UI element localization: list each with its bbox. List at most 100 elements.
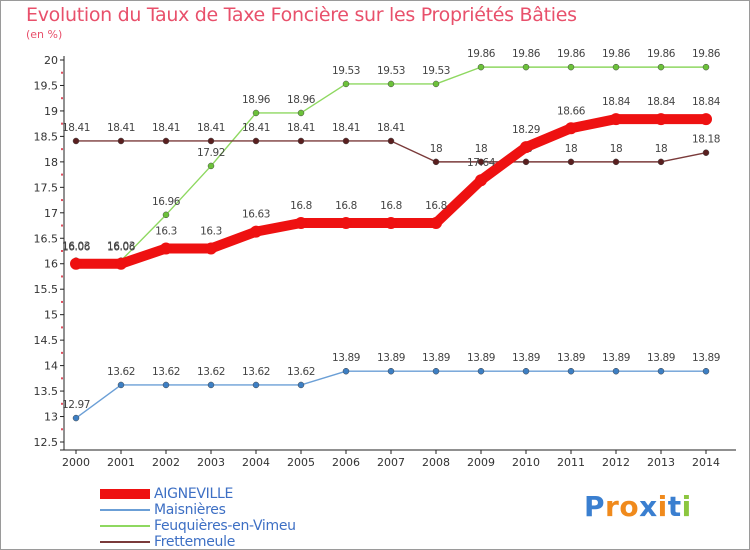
y-minor-tick — [61, 275, 63, 278]
data-label-maisnieres: 13.89 — [647, 352, 675, 364]
x-tick-label: 2003 — [197, 456, 225, 469]
legend-swatch-frettemeule — [100, 541, 150, 543]
data-label-frettemeule: 18 — [655, 143, 668, 155]
y-tick-label: 18.5 — [34, 130, 59, 143]
x-tick-label: 2012 — [602, 456, 630, 469]
y-tick-label: 16.5 — [34, 232, 59, 245]
y-minor-tick — [61, 351, 63, 354]
data-label-feuquieres-en-vimeu: 19.86 — [467, 48, 496, 60]
data-point-maisnieres — [432, 367, 440, 375]
data-label-feuquieres-en-vimeu: 16.06 — [62, 242, 91, 254]
data-point-aigneville — [205, 242, 217, 255]
y-minor-tick — [61, 199, 63, 202]
data-point-frettemeule — [207, 137, 215, 145]
data-point-feuquieres-en-vimeu — [567, 63, 575, 71]
data-label-maisnieres: 13.62 — [107, 366, 135, 378]
data-point-frettemeule — [387, 137, 395, 145]
y-minor-tick — [61, 402, 63, 405]
data-label-feuquieres-en-vimeu: 19.86 — [602, 48, 631, 60]
y-minor-tick — [61, 122, 63, 125]
data-label-feuquieres-en-vimeu: 16.06 — [107, 242, 136, 254]
data-label-aigneville: 16.3 — [200, 225, 222, 237]
data-point-aigneville — [70, 257, 82, 270]
data-point-aigneville — [655, 113, 667, 126]
data-label-frettemeule: 18.41 — [287, 122, 315, 134]
data-point-aigneville — [295, 216, 307, 229]
data-label-frettemeule: 18 — [610, 143, 623, 155]
y-minor-tick — [61, 250, 63, 252]
data-point-feuquieres-en-vimeu — [657, 63, 665, 71]
data-label-maisnieres: 13.89 — [512, 352, 540, 364]
data-point-frettemeule — [657, 158, 665, 166]
data-point-frettemeule — [612, 158, 620, 166]
unit-label: (en %) — [26, 28, 63, 41]
data-label-aigneville: 16.3 — [155, 225, 177, 237]
data-point-feuquieres-en-vimeu — [252, 109, 260, 117]
y-tick-label: 17.5 — [34, 181, 59, 194]
x-tick-label: 2013 — [647, 456, 675, 469]
data-label-maisnieres: 13.89 — [422, 352, 450, 364]
data-point-maisnieres — [207, 381, 215, 389]
data-point-feuquieres-en-vimeu — [702, 63, 710, 71]
data-label-aigneville: 18.84 — [692, 96, 721, 108]
x-tick-label: 2002 — [152, 456, 180, 469]
data-point-aigneville — [430, 216, 442, 229]
data-point-frettemeule — [117, 137, 125, 145]
y-tick-label: 20 — [44, 54, 58, 67]
data-label-maisnieres: 13.89 — [692, 352, 720, 364]
data-label-frettemeule: 18.41 — [197, 122, 225, 134]
y-minor-tick — [61, 173, 63, 176]
data-label-maisnieres: 13.62 — [197, 366, 225, 378]
legend-label-aigneville: AIGNEVILLE — [154, 486, 234, 502]
data-point-aigneville — [340, 216, 352, 229]
data-label-aigneville: 16.03 — [62, 241, 90, 253]
y-tick-label: 14.5 — [34, 334, 59, 347]
data-point-aigneville — [700, 113, 712, 126]
data-point-aigneville — [385, 216, 397, 229]
logo-letter: o — [619, 490, 640, 523]
y-tick-label: 16 — [44, 258, 58, 271]
data-point-aigneville — [250, 225, 262, 238]
logo-letter: P — [584, 490, 606, 523]
data-label-maisnieres: 13.89 — [332, 352, 360, 364]
data-point-maisnieres — [477, 367, 485, 375]
data-point-aigneville — [160, 242, 172, 255]
data-label-maisnieres: 13.89 — [602, 352, 630, 364]
data-point-frettemeule — [477, 158, 485, 166]
x-tick-label: 2000 — [62, 456, 90, 469]
data-label-maisnieres: 13.89 — [557, 352, 585, 364]
data-point-feuquieres-en-vimeu — [387, 80, 395, 88]
data-label-feuquieres-en-vimeu: 19.86 — [692, 48, 721, 60]
data-point-aigneville — [520, 141, 532, 154]
data-label-aigneville: 18.66 — [557, 105, 586, 117]
y-tick-label: 15 — [44, 309, 58, 322]
data-point-frettemeule — [522, 158, 530, 166]
data-label-frettemeule: 18.41 — [152, 122, 180, 134]
x-tick-label: 2004 — [242, 456, 270, 469]
data-label-aigneville: 18.84 — [647, 96, 676, 108]
series-line-maisnieres — [75, 370, 707, 419]
logo-letter: x — [639, 490, 658, 523]
data-label-maisnieres: 13.89 — [467, 352, 495, 364]
data-label-frettemeule: 18 — [565, 143, 578, 155]
x-tick-label: 2010 — [512, 456, 540, 469]
data-label-frettemeule: 18 — [475, 143, 488, 155]
y-tick-label: 14 — [44, 360, 58, 373]
data-point-frettemeule — [72, 137, 80, 145]
data-point-maisnieres — [162, 381, 170, 389]
data-point-maisnieres — [72, 414, 80, 422]
data-point-maisnieres — [117, 381, 125, 389]
data-label-feuquieres-en-vimeu: 16.96 — [152, 196, 181, 208]
x-tick-label: 2008 — [422, 456, 450, 469]
data-label-feuquieres-en-vimeu: 19.86 — [647, 48, 676, 60]
data-point-feuquieres-en-vimeu — [297, 109, 305, 117]
y-minor-tick — [61, 377, 63, 380]
y-tick-label: 17 — [44, 207, 58, 220]
data-point-aigneville — [565, 122, 577, 135]
data-point-maisnieres — [387, 367, 395, 375]
data-label-maisnieres: 13.89 — [377, 352, 405, 364]
data-label-maisnieres: 13.62 — [242, 366, 270, 378]
x-tick-label: 2005 — [287, 456, 315, 469]
data-label-frettemeule: 18 — [430, 143, 443, 155]
